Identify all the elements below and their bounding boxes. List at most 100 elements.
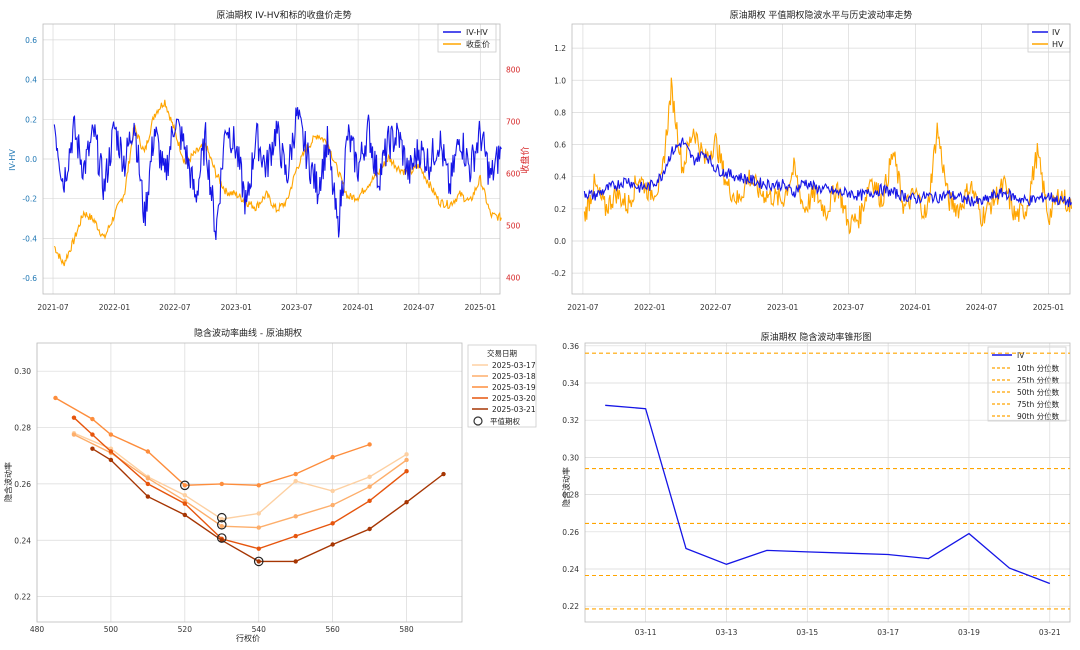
series-line-close [53,99,502,267]
smile-point [145,449,151,454]
panel-cone: 原油期权 隐含波动率锥形图 隐含波动率 IV 10th 分位数 25th 分位数… [561,331,1071,637]
x-tick-label: 2025-01 [1033,303,1065,312]
panel4-legend: IV 10th 分位数 25th 分位数 50th 分位数 75th 分位数 9… [987,346,1067,422]
series-line-hv [583,77,1073,235]
smile-point [404,457,409,463]
x-tick-label: 03-21 [1039,628,1061,637]
smile-point [404,452,409,457]
smile-point [256,483,261,488]
smile-point [182,501,188,506]
smile-point [367,526,372,532]
cone-iv-line [605,404,1051,585]
plot-frame [571,23,1071,295]
smile-point [256,559,261,564]
legend-label: 2025-03-21 [492,405,536,414]
y-tick-label: 0.32 [562,416,579,425]
legend-atm-label: 平值期权 [490,416,520,426]
smile-point [367,442,372,447]
plot-frame [36,342,463,623]
smile-point [367,474,372,480]
y-left-tick-label: -0.2 [22,195,37,204]
x-tick-label: 2022-01 [634,303,666,312]
smile-point [71,415,77,420]
plot-frame [584,342,1071,623]
x-tick-label: 2024-01 [342,303,374,312]
y-right-tick-label: 700 [506,118,521,127]
smile-point [293,559,298,564]
panel1-ylabel-left: IV-HV [8,149,17,171]
y-tick-label: 0.36 [562,342,579,351]
smile-point [256,511,261,516]
y-tick-label: 0.2 [554,205,566,214]
legend-label-q75: 75th 分位数 [1017,399,1060,409]
y-tick-label: 0.22 [562,602,579,611]
legend-label-iv: IV [1052,28,1060,37]
y-tick-label: 1.0 [554,76,566,85]
legend-label: 2025-03-20 [492,394,536,403]
legend-label-q10: 10th 分位数 [1017,363,1060,373]
legend-box [987,346,1067,422]
smile-point [219,481,224,487]
x-tick-label: 03-17 [877,628,899,637]
panel1-title: 原油期权 IV-HV和标的收盘价走势 [216,9,351,21]
y-right-tick-label: 500 [506,221,521,230]
panel1-ylabel-right: 收盘价 [519,146,531,173]
smile-point [404,500,409,505]
x-tick-label: 2023-07 [281,303,313,312]
smile-point [441,471,446,477]
series-line-ivhv [53,107,502,241]
atm-marker [253,556,264,567]
legend-title: 交易日期 [487,348,517,358]
panel3-ylabel: 隐含波动率 [3,462,13,502]
smile-point [293,471,298,477]
smile-point [256,546,261,551]
smile-line-2025-03-18 [73,433,408,529]
panel-smile: 隐含波动率曲线 - 原油期权 行权价 隐含波动率 交易日期 平值期权 2025-… [3,327,537,643]
smile-point [53,395,58,401]
smile-point [145,476,151,481]
x-tick-label: 03-15 [796,628,818,637]
smile-point [71,432,77,437]
smile-point [293,533,298,539]
smile-point [182,492,188,498]
x-tick-label: 2024-07 [966,303,998,312]
smile-point [330,521,335,526]
smile-point [90,432,95,437]
x-tick-label: 2022-07 [700,303,732,312]
legend-label: 2025-03-19 [492,383,536,392]
smile-point [367,484,372,489]
y-tick-label: 0.0 [554,237,566,246]
x-tick-label: 2022-01 [99,303,131,312]
smile-line-2025-03-20 [73,417,408,550]
atm-marker [180,480,190,491]
legend-label-q25: 25th 分位数 [1017,375,1060,385]
y-tick-label: 0.26 [562,528,579,537]
smile-point [182,483,188,488]
y-left-tick-label: 0.2 [25,115,37,124]
x-tick-label: 520 [178,625,193,634]
y-right-tick-label: 400 [506,273,521,282]
y-tick-label: 0.30 [14,367,31,376]
y-tick-label: 0.30 [562,453,579,462]
panel2-title: 原油期权 平值期权隐波水平与历史波动率走势 [730,9,913,21]
legend-label-hv: HV [1052,40,1064,49]
legend-box [437,23,497,53]
smile-point [404,469,409,474]
x-tick-label: 540 [252,625,267,634]
x-tick-label: 2022-07 [159,303,191,312]
y-tick-label: -0.2 [551,269,566,278]
smile-point [367,498,372,504]
panel-iv-hv: 原油期权 平值期权隐波水平与历史波动率走势 IV HV 2021-07 2022-… [551,9,1073,312]
panel3-legend: 交易日期 平值期权 2025-03-17 2025-03-18 2025-03-19… [467,344,537,428]
x-tick-label: 2023-01 [221,303,253,312]
y-left-tick-label: 0.0 [25,155,37,164]
smile-point [330,502,335,508]
smile-point [90,416,95,422]
panel4-ylabel: 隐含波动率 [561,467,571,507]
smile-line-2025-03-17 [73,432,407,520]
atm-marker [216,512,227,523]
y-right-tick-label: 800 [506,66,521,75]
y-right-tick-label: 600 [506,170,521,179]
legend-box [1027,23,1071,53]
